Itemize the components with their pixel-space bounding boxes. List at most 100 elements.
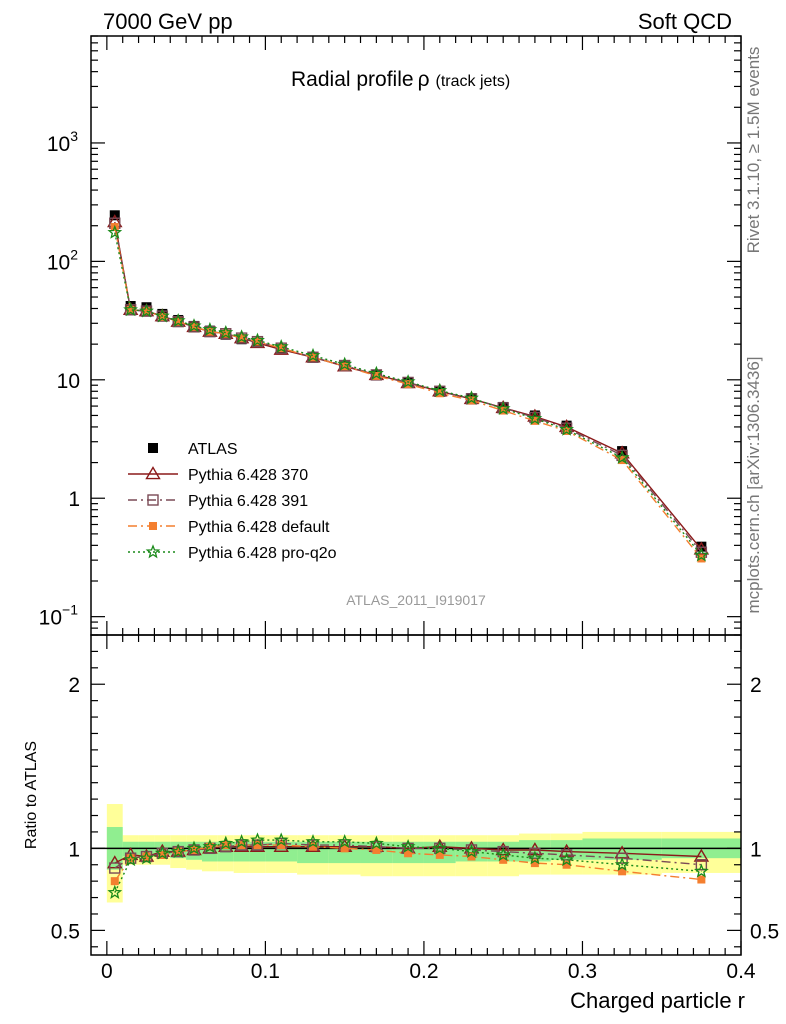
ratio-data-point [464, 843, 479, 858]
x-tick-label: 0.1 [251, 960, 280, 983]
data-point [107, 224, 123, 239]
main-y-tick-label: 103 [47, 128, 78, 156]
tick-base: 10 [47, 251, 70, 274]
side-text-top: Rivet 3.1.10, ≥ 1.5M events [744, 47, 763, 254]
main-title-symbol: ρ [418, 68, 430, 91]
main-y-tick-label: 102 [47, 246, 78, 274]
ratio-data-point [234, 833, 249, 849]
series-3 [110, 223, 706, 563]
ratio-data-point [616, 852, 628, 864]
ratio-data-point [614, 856, 630, 872]
ratio-data-point [404, 849, 413, 858]
data-point [559, 421, 574, 436]
legend-label: ATLAS [188, 441, 238, 458]
data-point [694, 547, 709, 562]
ratio-data-point [308, 842, 317, 851]
data-point [529, 410, 540, 421]
series-4 [107, 224, 709, 562]
data-point [400, 374, 416, 389]
data-point [308, 353, 317, 362]
ratio-data-point [369, 835, 384, 850]
main-title-suffix: (track jets) [436, 73, 511, 90]
ratio-data-point [126, 854, 135, 863]
side-text-bottom: mcplots.cern.ch [arXiv:1306.3436] [744, 356, 763, 613]
tick-exponent: 3 [70, 128, 78, 144]
legend-marker [147, 494, 159, 506]
data-point [154, 308, 170, 323]
ratio-data-point [337, 834, 353, 849]
main-title-text: Radial profile [291, 68, 414, 91]
ratio-data-point [432, 840, 448, 855]
ratio-data-point [277, 841, 286, 850]
legend-label: Pythia 6.428 370 [188, 467, 308, 484]
x-tick-label: 0.2 [409, 960, 438, 983]
ratio-data-point [253, 841, 262, 850]
ratio-data-point [559, 851, 574, 867]
ratio-ylabel: Ratio to ATLAS [23, 741, 40, 849]
data-point [186, 318, 202, 333]
ratio-data-point [499, 855, 508, 864]
ratio-data-point [186, 840, 202, 855]
ratio-data-point [529, 847, 541, 859]
ratio-data-point [435, 850, 444, 859]
data-point [234, 329, 249, 344]
ratio-data-point [372, 845, 381, 854]
ratio-series-3 [107, 832, 709, 899]
ratio-series-line [114, 845, 702, 864]
legend-label: Pythia 6.428 391 [188, 493, 308, 510]
ratio-data-point [250, 832, 265, 847]
data-point [174, 317, 183, 326]
data-point [126, 305, 135, 314]
tick-base: 10 [57, 370, 80, 393]
data-point [307, 351, 319, 363]
data-point [614, 449, 630, 464]
data-point [432, 382, 448, 397]
tick-base: 10 [47, 133, 70, 156]
ratio-data-point [693, 848, 710, 862]
ratio-y-tick-label: 0.5 [51, 920, 80, 943]
ratio-data-point [109, 862, 121, 874]
ratio-data-point [110, 877, 119, 886]
main-title: Radial profile ρ (track jets) [291, 68, 510, 91]
legend: ATLAS Pythia 6.428 370 Pythia 6.428 391 Pyt… [128, 441, 337, 562]
ratio-data-point [305, 834, 321, 849]
ratio-data-point [154, 845, 170, 860]
ratio-data-point [697, 875, 706, 884]
x-axis-title: Charged particle r [570, 988, 745, 1013]
ratio-data-point [170, 843, 186, 858]
ratio-data-point [527, 842, 543, 856]
data-point [218, 324, 234, 339]
ratio-data-point [123, 852, 138, 867]
legend-marker [148, 443, 158, 453]
ratio-panel: 0.5 0.5 1 1 2 2 0 0.1 0.2 0.3 0.4 [51, 634, 779, 983]
data-point [370, 369, 383, 381]
data-point [250, 332, 265, 347]
legend-marker [149, 522, 157, 530]
ratio-y-tick-label-right: 1 [750, 838, 762, 861]
header-left: 7000 GeV pp [103, 9, 233, 34]
data-point [235, 332, 248, 344]
legend-marker [145, 466, 161, 480]
main-y-tick-label: 10 [57, 370, 80, 393]
ratio-data-point [174, 847, 183, 856]
ratio-data-point [558, 843, 575, 857]
data-point [562, 426, 571, 435]
tick-exponent: 2 [70, 246, 78, 262]
data-point [237, 334, 246, 343]
data-point [139, 303, 154, 318]
tick-base: 10 [39, 607, 62, 630]
data-point [495, 400, 511, 416]
data-point [123, 302, 138, 317]
ratio-data-point [340, 844, 349, 853]
ratio-data-point [139, 850, 154, 865]
ratio-data-point [205, 842, 214, 851]
data-point [337, 356, 353, 371]
series-line [114, 232, 702, 556]
main-y-tick-label: 1 [68, 488, 80, 511]
data-point [253, 337, 262, 346]
main-y-tick-label: 10−1 [39, 602, 79, 630]
ratio-data-point [527, 850, 543, 865]
legend-entry: ATLAS [148, 441, 238, 458]
data-point [464, 390, 479, 405]
ratio-frame [90, 634, 742, 956]
